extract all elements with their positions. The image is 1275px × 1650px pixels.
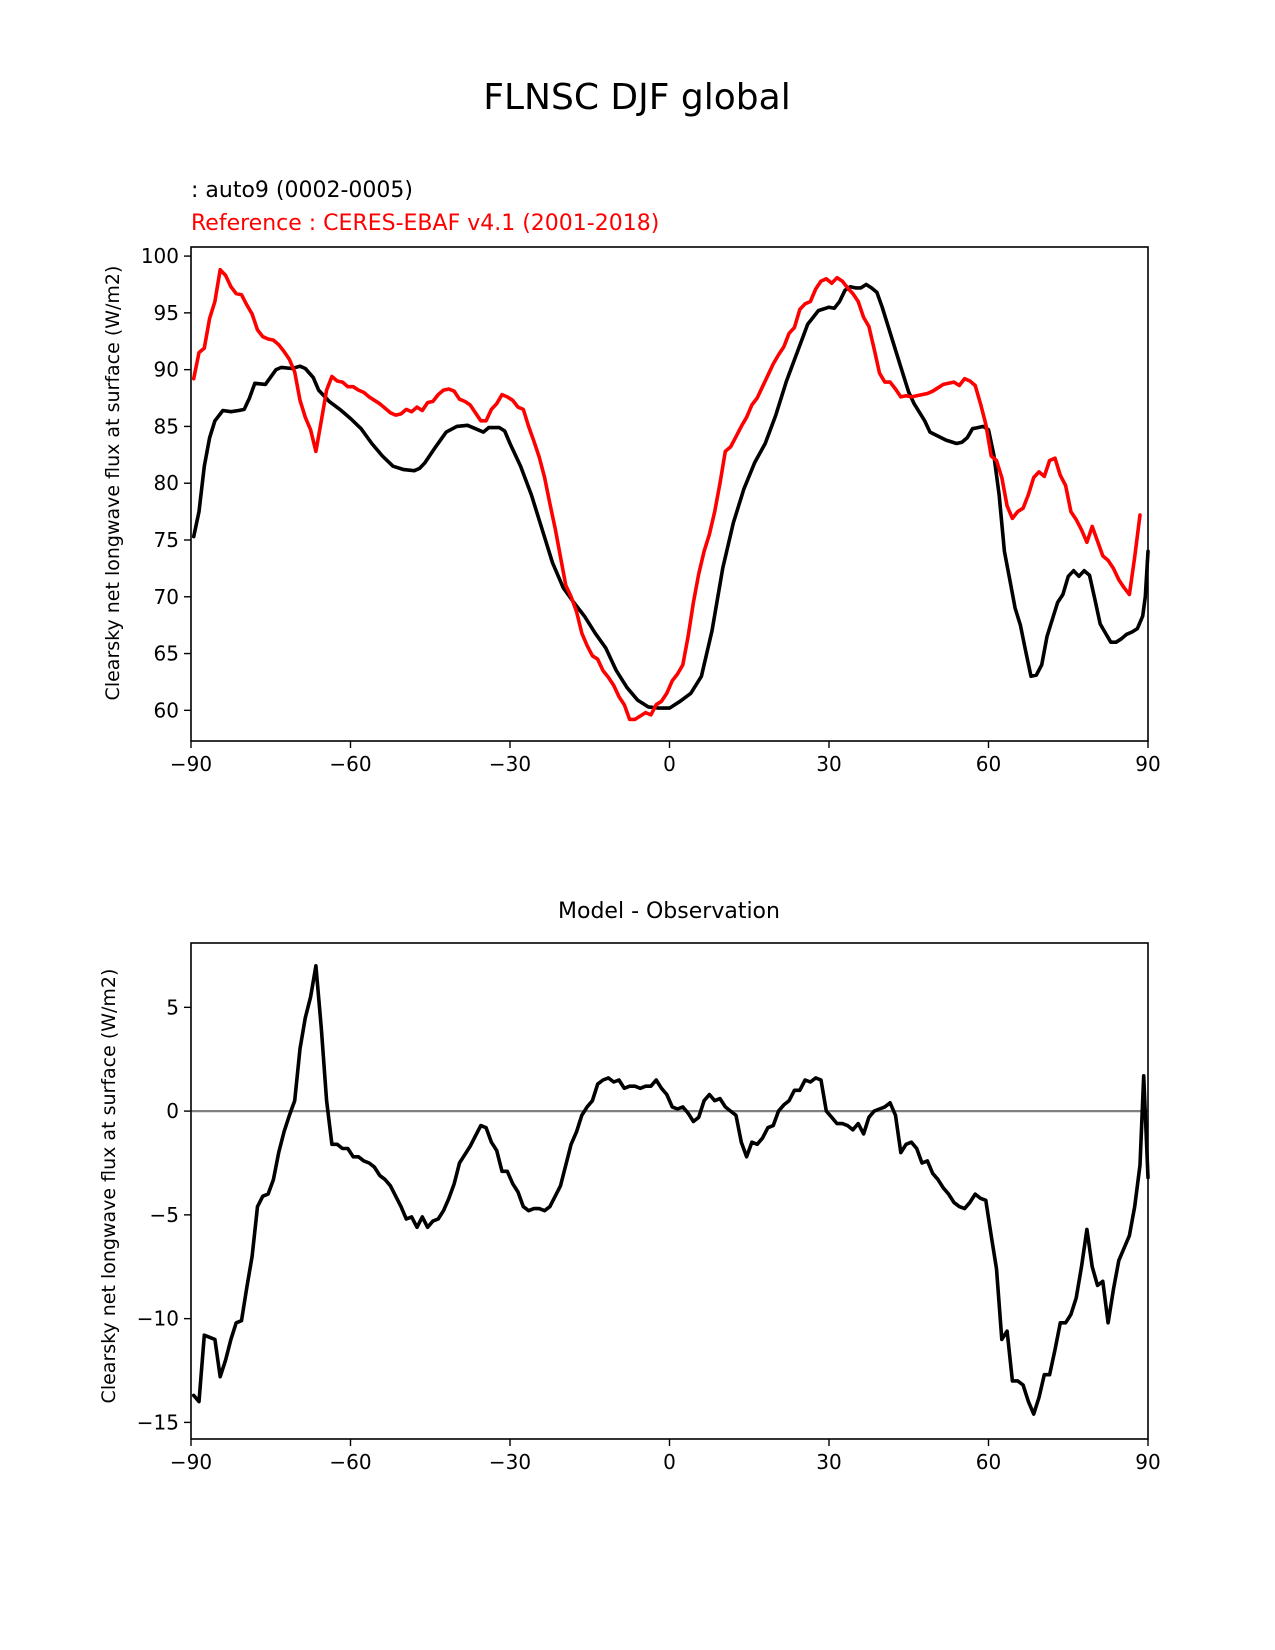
top-xtick-label: −90: [170, 752, 212, 776]
top-xtick-label: 30: [816, 752, 841, 776]
bottom-xtick-label: −30: [489, 1450, 531, 1474]
bottom-xtick-label: −90: [170, 1450, 212, 1474]
top-xtick-label: −60: [329, 752, 371, 776]
bottom-ytick-label: 5: [166, 995, 179, 1019]
top-series-primary-line: [191, 282, 1150, 710]
bottom-xtick-label: 30: [816, 1450, 841, 1474]
bottom-xtick-label: 60: [976, 1450, 1001, 1474]
top-ytick-label: 100: [141, 244, 179, 268]
test-dataset-label: : auto9 (0002-0005): [191, 178, 413, 203]
top-panel: Clearsky net longwave flux at surface (W…: [102, 244, 1161, 776]
bottom-ytick-label: −15: [137, 1410, 179, 1434]
top-xtick-label: −30: [489, 752, 531, 776]
top-ytick-label: 85: [154, 414, 179, 438]
bottom-series-primary-line: [191, 964, 1150, 1416]
bottom-ytick-label: −10: [137, 1307, 179, 1331]
top-ytick-label: 75: [154, 528, 179, 552]
top-ytick-label: 90: [154, 358, 179, 382]
top-series-reference-line: [191, 267, 1142, 722]
bottom-panel-ylabel: Clearsky net longwave flux at surface (W…: [98, 969, 120, 1404]
reference-dataset-label: Reference : CERES-EBAF v4.1 (2001-2018): [191, 211, 659, 236]
top-ytick-label: 95: [154, 301, 179, 325]
top-ytick-label: 60: [154, 698, 179, 722]
top-xtick-label: 0: [663, 752, 676, 776]
bottom-panel-title: Model - Observation: [558, 899, 780, 924]
top-xtick-label: 60: [976, 752, 1001, 776]
bottom-ytick-label: 0: [166, 1099, 179, 1123]
top-ytick-label: 70: [154, 585, 179, 609]
bottom-xtick-label: 0: [663, 1450, 676, 1474]
bottom-xtick-label: 90: [1135, 1450, 1160, 1474]
bottom-ytick-label: −5: [150, 1203, 179, 1227]
bottom-xtick-label: −60: [329, 1450, 371, 1474]
top-ytick-label: 80: [154, 471, 179, 495]
top-panel-ylabel: Clearsky net longwave flux at surface (W…: [102, 266, 124, 701]
top-xtick-label: 90: [1135, 752, 1160, 776]
top-ytick-label: 65: [154, 642, 179, 666]
figure-title: FLNSC DJF global: [483, 77, 790, 118]
bottom-panel: Model - Observation Clearsky net longwav…: [98, 899, 1161, 1474]
